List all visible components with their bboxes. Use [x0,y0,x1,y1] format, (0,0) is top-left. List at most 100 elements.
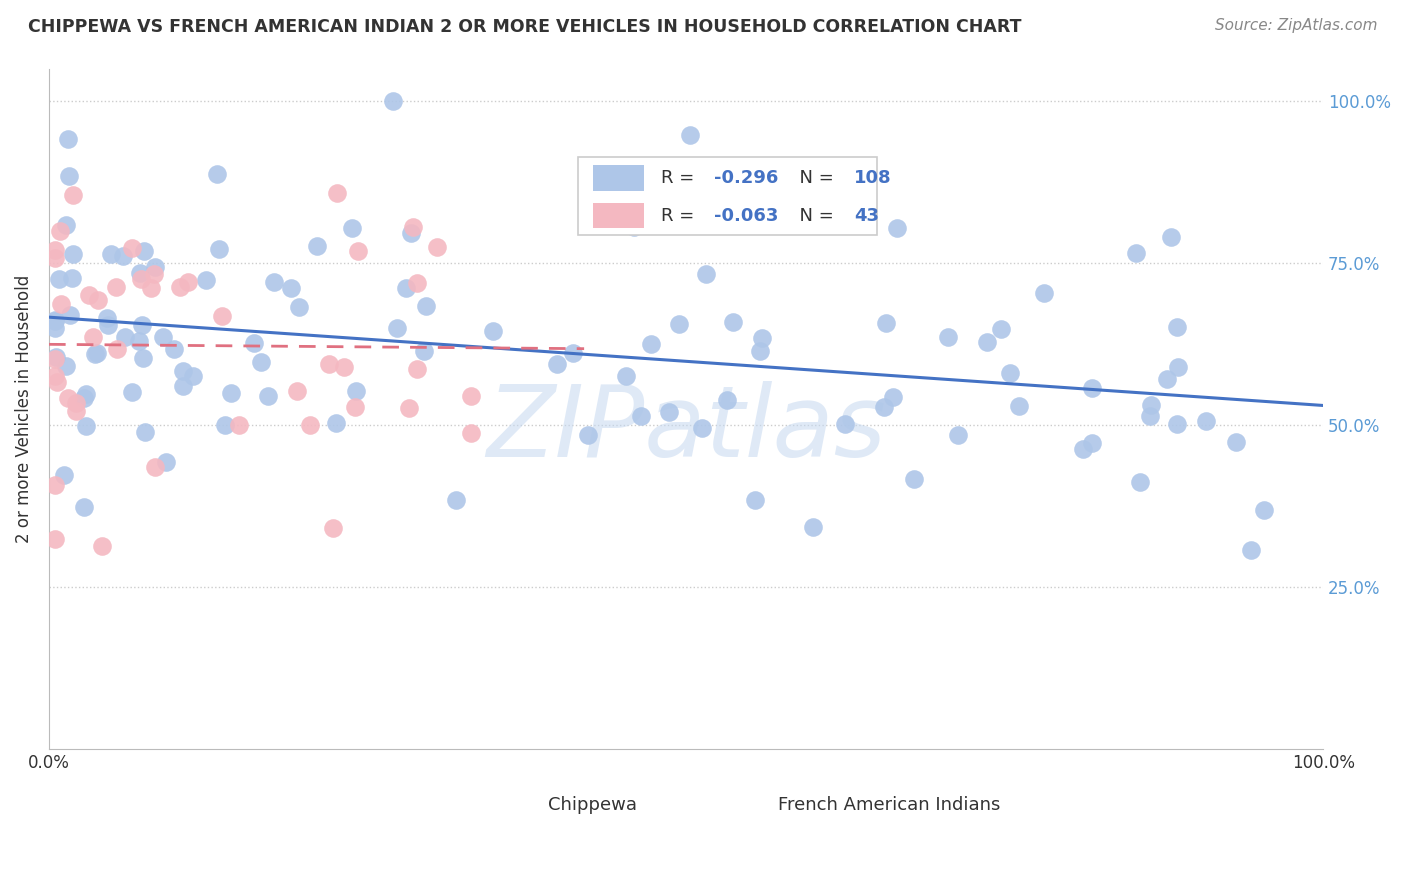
Point [990,322,1012,336]
Point [214,417,236,432]
Point [145,260,167,275]
Point [44,243,66,257]
Text: French American Indians: French American Indians [778,796,1000,814]
Point [347,244,370,259]
Point [208,242,231,256]
Point [155,455,177,469]
Point [73,391,96,405]
Point [460,389,482,403]
Point [1225,434,1247,449]
Text: ZIPatlas: ZIPatlas [486,381,886,478]
Text: -0.063: -0.063 [714,207,779,225]
Point [44,478,66,492]
Point [87,293,110,308]
Point [285,384,308,399]
Point [695,267,717,281]
Point [44,251,66,265]
Point [82,330,104,344]
Point [751,331,773,345]
Text: 108: 108 [855,169,891,187]
Point [121,241,143,255]
Point [614,369,637,384]
Point [59,308,82,322]
Point [250,354,273,368]
Point [163,343,186,357]
Point [385,320,408,334]
Point [976,334,998,349]
Point [62,247,84,261]
Point [129,271,152,285]
Point [152,329,174,343]
Point [1240,543,1263,558]
Point [326,186,349,200]
Point [886,221,908,235]
Point [77,288,100,302]
Point [1032,285,1054,300]
Point [875,316,897,330]
Point [55,219,77,233]
Point [143,459,166,474]
Point [207,167,229,181]
Point [318,357,340,371]
Point [97,318,120,332]
Point [134,425,156,439]
Point [344,384,367,399]
Point [129,266,152,280]
Point [801,519,824,533]
Y-axis label: 2 or more Vehicles in Household: 2 or more Vehicles in Household [15,275,32,543]
Text: R =: R = [661,169,700,187]
Point [903,472,925,486]
Point [1139,409,1161,423]
Text: R =: R = [661,207,700,225]
Point [44,313,66,327]
Point [406,276,429,290]
Point [322,521,344,535]
Point [1167,360,1189,375]
Point [444,492,467,507]
Bar [593,202,644,228]
Point [44,320,66,334]
Point [1080,435,1102,450]
Point [381,94,404,108]
Point [948,428,970,442]
Text: 43: 43 [855,207,879,225]
Point [299,417,322,432]
Point [415,299,437,313]
Point [1129,475,1152,489]
Point [1008,399,1031,413]
Point [1156,372,1178,386]
Point [105,342,128,356]
Point [936,330,959,344]
Point [131,318,153,333]
Point [75,387,97,401]
Point [395,281,418,295]
Point [1194,414,1216,428]
Point [1160,229,1182,244]
Point [44,314,66,328]
Point [111,249,134,263]
Text: Chippewa: Chippewa [548,796,637,814]
Point [51,297,73,311]
Point [623,219,645,234]
Point [121,384,143,399]
Point [1071,442,1094,456]
Text: CHIPPEWA VS FRENCH AMERICAN INDIAN 2 OR MORE VEHICLES IN HOUSEHOLD CORRELATION C: CHIPPEWA VS FRENCH AMERICAN INDIAN 2 OR … [28,18,1022,36]
Point [44,369,66,384]
Bar [502,795,537,815]
Point [114,329,136,343]
Point [91,539,114,553]
Bar [593,165,644,191]
Point [678,128,700,142]
Point [280,281,302,295]
Point [344,400,367,414]
Point [134,244,156,259]
Point [1125,245,1147,260]
Point [716,393,738,408]
Point [748,343,770,358]
Point [73,500,96,515]
Point [58,391,80,405]
Point [1166,319,1188,334]
Point [1140,398,1163,412]
Point [176,276,198,290]
Point [630,409,652,423]
